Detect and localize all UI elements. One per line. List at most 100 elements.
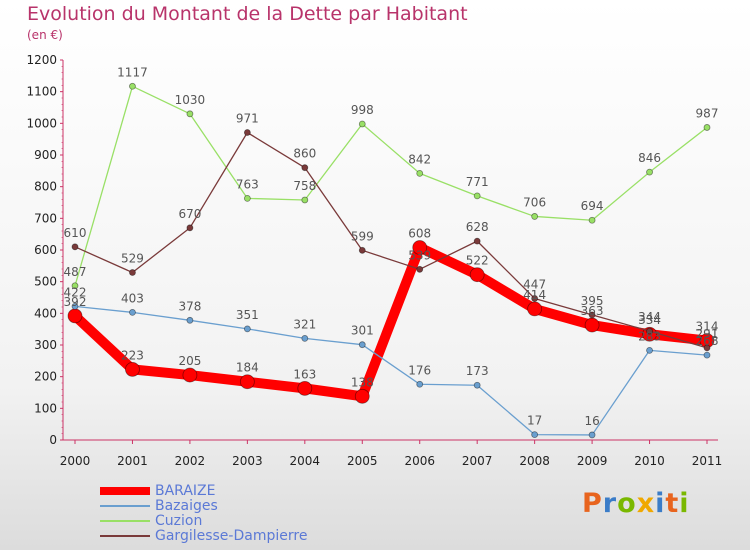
data-label: 16 xyxy=(584,414,599,428)
data-label: 599 xyxy=(351,229,374,243)
chart-subtitle: (en €) xyxy=(27,28,63,42)
data-point xyxy=(531,431,539,439)
data-label: 842 xyxy=(408,152,431,166)
data-point xyxy=(354,388,370,404)
data-label: 998 xyxy=(351,103,374,117)
x-tick-label: 2010 xyxy=(634,454,665,468)
data-point xyxy=(531,295,539,302)
series-cuzion xyxy=(71,82,711,290)
y-tick-label: 800 xyxy=(34,180,57,194)
x-tick-label: 2009 xyxy=(577,454,608,468)
data-label: 363 xyxy=(581,304,604,318)
data-point xyxy=(584,317,600,333)
data-label: 205 xyxy=(178,354,201,368)
data-point xyxy=(67,308,83,324)
data-label: 422 xyxy=(64,285,87,299)
data-label: 987 xyxy=(696,106,719,120)
data-point xyxy=(125,361,140,377)
y-tick-label: 400 xyxy=(34,306,57,320)
data-point xyxy=(243,325,251,333)
data-point xyxy=(416,265,424,273)
x-tick-label: 2006 xyxy=(404,454,435,468)
data-point xyxy=(301,196,309,204)
data-label: 223 xyxy=(121,348,144,362)
data-label: 184 xyxy=(236,361,259,375)
data-point xyxy=(588,216,596,224)
data-label: 414 xyxy=(523,288,546,302)
data-point xyxy=(239,374,255,390)
data-label: 301 xyxy=(351,324,374,338)
data-point xyxy=(243,129,251,136)
legend-item: BARAIZE xyxy=(100,484,400,499)
legend-swatch xyxy=(100,535,150,537)
data-point xyxy=(703,344,711,352)
data-point xyxy=(71,282,79,290)
data-label: 268 xyxy=(696,334,719,348)
series-line xyxy=(74,305,708,436)
data-point xyxy=(358,120,366,128)
series-line xyxy=(74,131,708,349)
series-bazaiges xyxy=(71,302,711,439)
y-tick-label: 1100 xyxy=(26,85,57,99)
data-label: 860 xyxy=(293,147,316,161)
data-label: 291 xyxy=(696,327,719,341)
y-tick-label: 1200 xyxy=(26,53,57,67)
data-label: 138 xyxy=(351,375,374,389)
data-point xyxy=(301,334,309,342)
data-label: 334 xyxy=(638,313,661,327)
data-label: 522 xyxy=(466,254,489,268)
legend-label: BARAIZE xyxy=(155,483,216,499)
data-point xyxy=(588,431,596,439)
series-baraize xyxy=(67,240,715,404)
data-point xyxy=(186,224,194,232)
data-point xyxy=(358,246,366,254)
data-label: 608 xyxy=(408,226,431,240)
data-point xyxy=(588,311,596,319)
y-tick-label: 700 xyxy=(34,211,57,225)
legend-item: Cuzion xyxy=(100,514,400,529)
data-label: 314 xyxy=(696,320,719,334)
data-point xyxy=(646,168,653,176)
data-label: 163 xyxy=(293,367,316,381)
legend-swatch xyxy=(100,505,150,507)
data-point xyxy=(412,240,428,255)
proxiti-logo: Proxiti xyxy=(582,488,690,519)
data-label: 628 xyxy=(466,220,489,234)
legend-item: Gargilesse-Dampierre xyxy=(100,529,400,544)
data-point xyxy=(243,194,251,202)
data-label: 447 xyxy=(523,277,546,291)
x-tick-label: 2002 xyxy=(175,454,206,468)
y-tick-label: 100 xyxy=(34,401,57,415)
data-point xyxy=(703,124,711,131)
data-label: 1117 xyxy=(117,65,148,79)
series-line xyxy=(70,242,712,402)
line-chart: 0 100 200 300 400 500 600 700 800 900 1000 1100 1200… xyxy=(26,53,723,468)
data-label: 539 xyxy=(408,248,431,262)
data-label: 283 xyxy=(638,329,661,343)
data-label: 321 xyxy=(293,317,316,331)
data-label: 403 xyxy=(121,291,144,305)
data-point xyxy=(473,237,481,245)
series-gargilesse-dampierre xyxy=(71,129,711,352)
data-label: 351 xyxy=(236,308,259,322)
y-tick-label: 200 xyxy=(34,370,57,384)
data-label: 487 xyxy=(64,265,87,279)
data-label: 1030 xyxy=(175,93,206,107)
data-label: 670 xyxy=(178,207,201,221)
data-point xyxy=(297,380,313,396)
x-tick-label: 2011 xyxy=(692,454,723,468)
legend: BARAIZE Bazaiges Cuzion Gargilesse-Dampierr… xyxy=(100,484,400,544)
data-label: 706 xyxy=(523,195,546,209)
legend-label: Gargilesse-Dampierre xyxy=(155,528,308,544)
data-label: 344 xyxy=(638,310,661,324)
data-point xyxy=(186,316,194,324)
data-point xyxy=(129,308,136,316)
x-tick-label: 2004 xyxy=(290,454,321,468)
data-point xyxy=(473,381,481,389)
data-point xyxy=(129,82,136,90)
y-tick-label: 500 xyxy=(34,275,57,289)
data-point xyxy=(646,327,653,335)
data-point xyxy=(469,267,485,283)
data-point xyxy=(416,169,424,177)
legend-item: Bazaiges xyxy=(100,499,400,514)
